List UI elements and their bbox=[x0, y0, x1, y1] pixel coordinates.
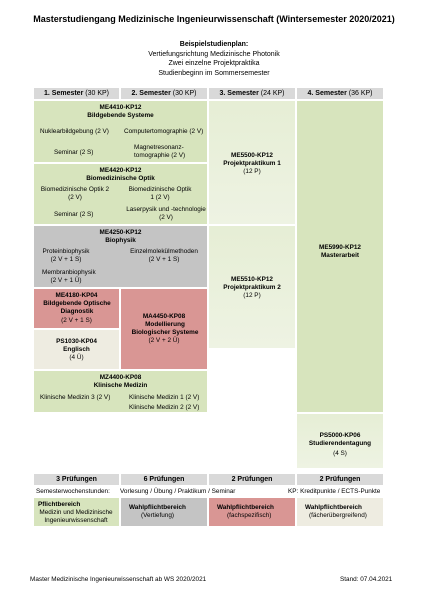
module-name: Klinische Medizin bbox=[93, 382, 148, 389]
module: PS1030-KP04 Englisch (4 Ü) bbox=[33, 329, 120, 370]
legend-title: Wahlpflichtbereich bbox=[217, 504, 274, 511]
module-code: ME5500-KP12 bbox=[231, 152, 273, 159]
legend-title: Wahlpflichtbereich bbox=[129, 504, 186, 511]
module-name: Bildgebende Systeme bbox=[87, 112, 154, 119]
semester-label: 4. Semester bbox=[307, 90, 347, 97]
course: Seminar (2 S) bbox=[54, 149, 94, 156]
semester-credits: (30 KP) bbox=[85, 90, 109, 97]
subtitle-line: Zwei einzelne Projektpraktika bbox=[168, 60, 260, 67]
module: ME4250-KP12 Biophysik Proteinbiophysik (… bbox=[33, 225, 208, 288]
module: ME4420-KP12 Biomedizinische Optik Biomed… bbox=[33, 163, 208, 225]
semester-label: 2. Semester bbox=[131, 90, 171, 97]
legend-item: Wahlpflichtbereich (Vertiefung) bbox=[120, 497, 208, 527]
module: MZ4400-KP08 Klinische Medizin Klinische … bbox=[33, 370, 208, 413]
note: KP: Kreditpunkte / ECTS-Punkte bbox=[288, 488, 381, 495]
subtitle-line: Vertiefungsrichtung Medizinische Photoni… bbox=[148, 50, 280, 58]
module-code: ME5990-KP12 bbox=[319, 244, 361, 251]
title: Masterstudiengang Medizinische Ingenieur… bbox=[33, 14, 395, 24]
legend-text: (Vertiefung) bbox=[141, 512, 175, 519]
module-hours: (12 P) bbox=[243, 168, 261, 175]
semester-header: 2. Semester (30 KP) bbox=[120, 87, 208, 100]
legend-item: Wahlpflichtbereich (fächerübergreifend) bbox=[296, 497, 384, 527]
module-name: Bildgebende Optische Diagnostik bbox=[43, 300, 111, 315]
course: Seminar (2 S) bbox=[54, 211, 94, 218]
exam-count: 2 Prüfungen bbox=[296, 473, 384, 486]
legend-item: Wahlpflichtbereich (fachspezifisch) bbox=[208, 497, 296, 527]
course: Klinische Medizin 3 (2 V) bbox=[40, 394, 111, 401]
module: ME5990-KP12 Masterarbeit bbox=[296, 100, 384, 413]
module: ME5510-KP12 Projektpraktikum 2 (12 P) bbox=[208, 225, 296, 349]
semester-credits: (30 KP) bbox=[172, 90, 197, 97]
module-code: ME5510-KP12 bbox=[231, 276, 273, 283]
note: Vorlesung / Übung / Praktikum / Seminar bbox=[120, 488, 236, 495]
module: ME5500-KP12 Projektpraktikum 1 (12 P) bbox=[208, 100, 296, 225]
module-hours: (12 P) bbox=[243, 292, 261, 299]
module-code: ME4250-KP12 bbox=[99, 229, 142, 236]
course: Proteinbiophysik (2 V + 1 S) bbox=[42, 248, 90, 263]
module-hours: (4 S) bbox=[333, 450, 347, 457]
legend-text: (fächerübergreifend) bbox=[309, 512, 367, 519]
semester-credits: (36 KP) bbox=[348, 90, 373, 97]
legend-text: (fachspezifisch) bbox=[227, 512, 272, 519]
semester-header: 4. Semester (36 KP) bbox=[296, 87, 384, 100]
course: Klinische Medizin 2 (2 V) bbox=[129, 404, 200, 411]
module-name: Projektpraktikum 2 bbox=[223, 284, 281, 291]
footer-right: Stand: 07.04.2021 bbox=[340, 576, 393, 583]
module-code: MA4450-KP08 bbox=[142, 313, 186, 320]
course: Computertomographie (2 V) bbox=[124, 128, 204, 135]
semester-header: 1. Semester (30 KP) bbox=[33, 87, 120, 100]
subtitle: Beispielstudienplan: Vertiefungsrichtung… bbox=[0, 40, 428, 78]
exam-count: 3 Prüfungen bbox=[33, 473, 120, 486]
module-hours: (4 Ü) bbox=[69, 354, 84, 361]
note: Semesterwochenstunden: bbox=[36, 488, 110, 495]
legend-title: Wahlpflichtbereich bbox=[305, 504, 362, 511]
legend-text: Medizin und Medizinische Ingenieurwissen… bbox=[39, 509, 113, 524]
module: ME4410-KP12 Bildgebende Systeme Nuklearb… bbox=[33, 100, 208, 163]
module: ME4180-KP04 Bildgebende Optische Diagnos… bbox=[33, 288, 120, 329]
module-name: Masterarbeit bbox=[320, 252, 359, 259]
module-name: Biomedizinische Optik bbox=[86, 175, 155, 182]
course: Klinische Medizin 1 (2 V) bbox=[129, 394, 200, 401]
course: Biomedizinische Optik 1 (2 V) bbox=[128, 186, 192, 201]
course: Einzelmolekülmethoden (2 V + 1 S) bbox=[130, 248, 198, 263]
subtitle-heading: Beispielstudienplan: bbox=[179, 41, 249, 48]
course: Nuklearbildgebung (2 V) bbox=[40, 128, 109, 135]
module: PS5000-KP06 Studierendentagung (4 S) bbox=[296, 413, 384, 469]
course: Biomedizinische Optik 2 (2 V) bbox=[40, 186, 110, 201]
module-hours: (2 V + 1 S) bbox=[61, 317, 92, 324]
course: Membranbiophysik (2 V + 1 Ü) bbox=[42, 269, 96, 284]
course: Magnetresonanz-tomographie (2 V) bbox=[134, 144, 186, 159]
course: Laserpysik und -technologie (2 V) bbox=[126, 206, 206, 221]
module-code: PS1030-KP04 bbox=[56, 338, 97, 345]
module-name: Englisch bbox=[63, 346, 90, 353]
semester-label: 1. Semester bbox=[44, 90, 84, 97]
semester-header: 3. Semester (24 KP) bbox=[208, 87, 296, 100]
module-code: ME4180-KP04 bbox=[55, 292, 98, 299]
module-name: Studierendentagung bbox=[308, 440, 372, 447]
legend-title: Pflichtbereich bbox=[38, 501, 81, 508]
legend-item: Pflichtbereich Medizin und Medizinische … bbox=[33, 497, 120, 527]
module-name: Projektpraktikum 1 bbox=[223, 160, 281, 167]
subtitle-line: Studienbeginn im Sommersemester bbox=[158, 69, 270, 77]
module-code: ME4420-KP12 bbox=[99, 167, 142, 174]
module-code: ME4410-KP12 bbox=[99, 104, 142, 111]
module: MA4450-KP08 Modellierung Biologischer Sy… bbox=[120, 288, 208, 370]
exam-count: 2 Prüfungen bbox=[208, 473, 296, 486]
module-name: Modellierung Biologischer Systeme bbox=[131, 321, 199, 336]
module-name: Biophysik bbox=[105, 237, 136, 244]
module-hours: (2 V + 2 Ü) bbox=[148, 337, 180, 344]
module-code: PS5000-KP06 bbox=[319, 432, 361, 439]
semester-credits: (24 KP) bbox=[260, 90, 285, 97]
footer-left: Master Medizinische Ingenieurwissenschaf… bbox=[30, 576, 207, 583]
module-code: MZ4400-KP08 bbox=[99, 374, 142, 381]
semester-label: 3. Semester bbox=[219, 90, 259, 97]
exam-count: 6 Prüfungen bbox=[120, 473, 208, 486]
